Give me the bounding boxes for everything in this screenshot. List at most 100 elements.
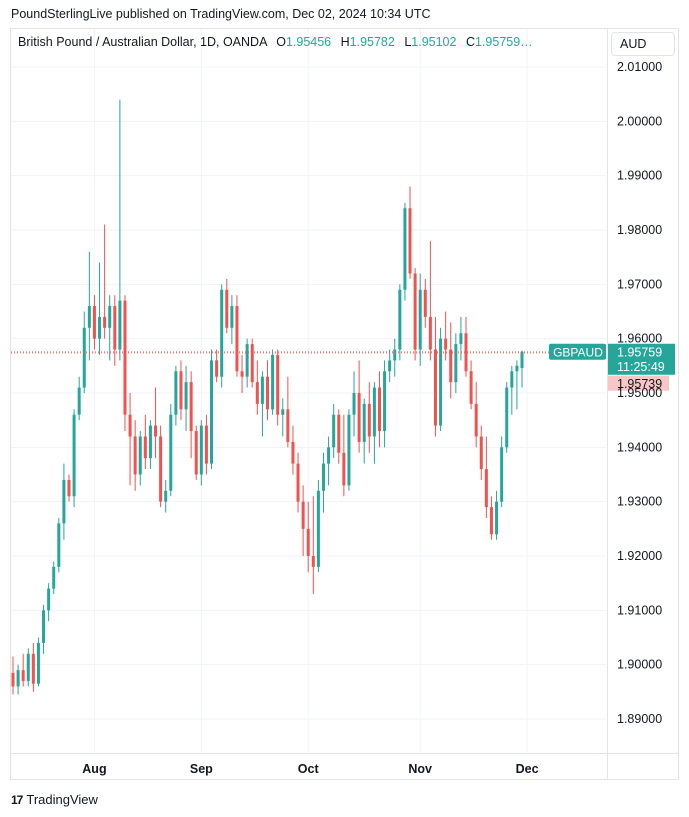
symbol-tag-label: GBPAUD [553,345,603,359]
candle-up [515,365,519,372]
candle-up [138,436,142,475]
candle-up [36,642,40,684]
y-tick-label: 2.00000 [617,114,662,128]
legend-open-label: O [276,35,286,49]
candle-down [31,653,35,684]
candle-up [439,338,443,426]
bar-countdown-label: 11:25:49 [617,360,665,374]
candle-down [296,463,300,502]
y-tick-label: 1.94000 [617,440,662,454]
time-axis-separator [10,753,679,754]
candle-down [255,382,259,404]
x-tick-label: Sep [190,762,213,776]
candle-up [281,409,285,415]
candle-up [210,360,214,464]
candle-down [377,387,381,432]
candle-up [245,344,249,377]
candle-down [428,316,432,350]
candle-up [495,501,499,535]
currency-button[interactable]: AUD [611,32,675,56]
symbol-legend: British Pound / Australian Dollar, 1D, O… [18,35,533,49]
candle-up [16,670,20,687]
candle-down [413,273,417,350]
candle-up [199,425,203,475]
candle-up [52,566,56,589]
candle-down [423,289,427,317]
candle-down [306,528,310,556]
candle-up [403,208,407,290]
candle-up [118,300,122,350]
candle-down [449,349,453,383]
y-tick-label: 1.99000 [617,169,662,183]
prev-close-label-bg [608,375,669,391]
candle-down [469,371,473,404]
last-price-label-bg [608,343,675,375]
candle-down [250,344,254,383]
published-by-text: PoundSterlingLive published on TradingVi… [11,7,431,21]
y-tick-label: 2.01000 [617,60,662,74]
candle-down [11,672,15,687]
candle-up [372,387,376,437]
candle-down [21,670,25,681]
candle-up [459,333,463,345]
candle-down [123,300,127,415]
candle-up [362,403,366,442]
legend-low-label: L [404,35,412,49]
candle-down [92,306,96,339]
tradingview-logo-text: TradingView [26,792,98,807]
candle-up [57,523,61,567]
candle-down [433,349,437,426]
candle-down [194,431,198,475]
candle-down [266,376,269,410]
candle-up [520,351,524,369]
y-tick-label: 1.90000 [617,658,662,672]
candle-up [72,414,76,497]
price-axis: 2.01000 2.00000 1.99000 1.98000 1.97000 1.960… [617,60,662,726]
candle-down [143,436,147,459]
candle-up [260,376,264,404]
candle-down [408,208,412,274]
candle-up [500,447,504,502]
candle-down [489,507,493,535]
candle-down [225,289,229,328]
candle-up [230,306,234,328]
candle-down [286,409,290,442]
candle-down [342,452,346,486]
time-axis: Aug Sep Oct Nov Dec [82,762,538,776]
candle-down [464,333,468,372]
candle-down [311,556,315,567]
candle-down [159,436,163,502]
legend-low-value: 1.95102 [411,35,457,49]
candle-up [169,414,173,491]
candle-down [444,338,448,350]
legend-title: British Pound / Australian Dollar, 1D, O… [18,35,267,49]
candle-up [87,306,91,328]
tradingview-logo[interactable]: 17 TradingView [11,792,98,807]
candle-down [113,306,117,350]
x-tick-label: Dec [516,762,539,776]
candle-down [367,403,371,437]
candle-down [484,469,488,508]
candle-down [189,382,193,432]
candle-down [337,414,341,453]
candle-down [301,501,305,529]
candle-down [240,371,244,377]
y-tick-label: 1.89000 [617,712,662,726]
candle-up [321,463,325,491]
candle-up [108,306,112,328]
candle-up [418,289,422,350]
candle-up [454,344,458,383]
candle-up [388,360,392,372]
tradingview-logo-icon: 17 [11,792,23,807]
candle-up [184,382,188,410]
candle-series [11,99,524,695]
candle-down [215,360,219,377]
legend-close-value: 1.95759… [474,35,533,49]
chart-frame [10,28,679,780]
candle-up [174,371,178,415]
candle-up [98,316,102,339]
prev-close-label: 1.95739 [617,377,662,391]
legend-close-label: C [465,35,475,49]
